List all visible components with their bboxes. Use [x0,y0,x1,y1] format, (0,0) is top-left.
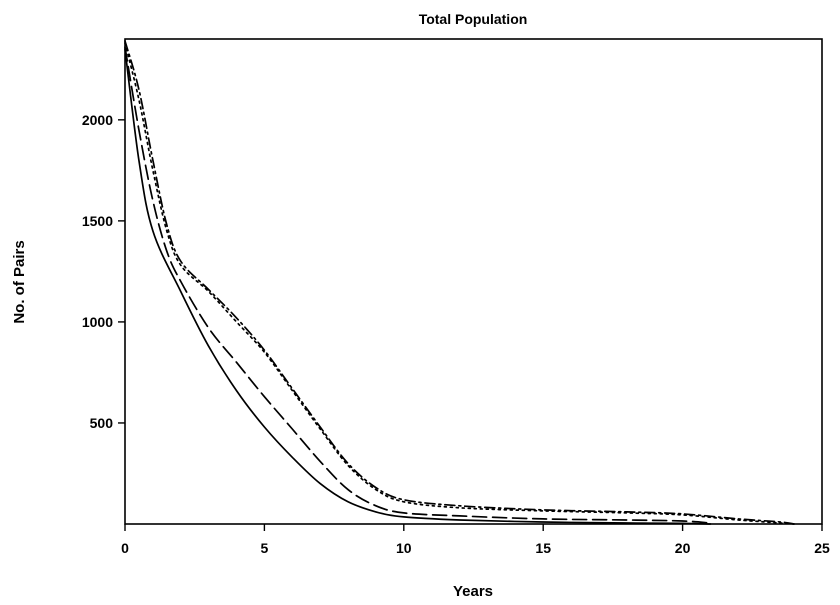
x-axis-label: Years [453,583,493,600]
y-tick-label: 500 [90,415,114,431]
x-tick-label: 5 [261,540,269,556]
series-line-dash-dot [124,40,795,525]
y-tick-label: 1500 [82,213,113,229]
x-tick-label: 15 [535,540,551,556]
series-line-dotted [124,42,795,525]
y-axis-label: No. of Pairs [11,240,28,323]
chart-title: Total Population [419,11,528,27]
y-axis: 500 1000 1500 2000 [82,112,125,431]
x-tick-label: 10 [396,540,412,556]
x-tick-label: 20 [675,540,691,556]
y-tick-label: 2000 [82,112,113,128]
x-tick-label: 0 [121,540,129,556]
x-axis: 0 5 10 15 20 25 [121,524,830,556]
x-tick-label: 25 [814,540,830,556]
series-line-solid [124,48,712,525]
plot-frame [124,38,823,525]
series-line-dashed [124,46,712,524]
y-tick-label: 1000 [82,314,113,330]
series-layer [124,40,795,525]
